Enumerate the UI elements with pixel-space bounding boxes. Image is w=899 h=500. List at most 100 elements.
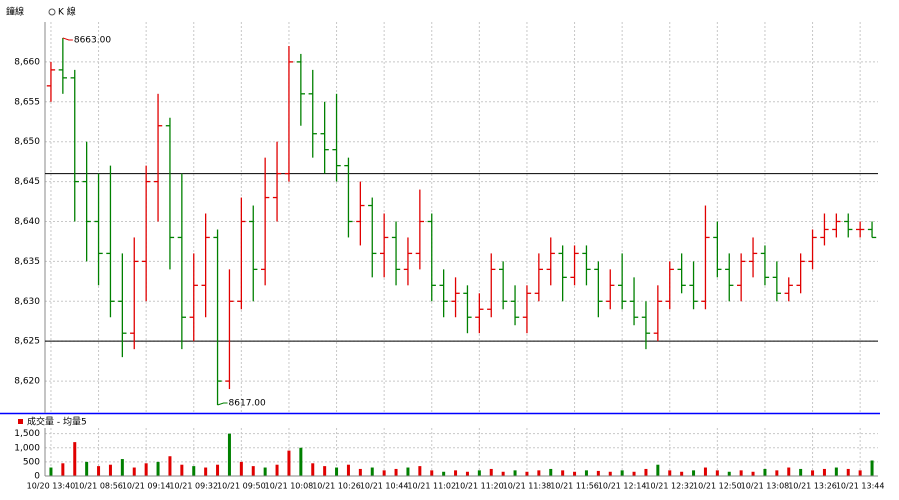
volume-bar bbox=[477, 470, 481, 476]
volume-bar bbox=[156, 461, 160, 476]
volume-bar bbox=[97, 466, 101, 476]
volume-bar bbox=[144, 463, 148, 476]
volume-bar bbox=[644, 468, 648, 476]
x-tick-label: 10/21 08:56 bbox=[74, 482, 123, 491]
volume-bar bbox=[287, 450, 291, 476]
x-tick-label: 10/21 10:08 bbox=[265, 482, 314, 491]
volume-bar bbox=[680, 471, 684, 476]
volume-bar bbox=[299, 447, 303, 476]
volume-bar bbox=[49, 467, 53, 476]
volume-bar bbox=[394, 468, 398, 476]
volume-bar bbox=[382, 470, 386, 476]
volume-bar bbox=[251, 466, 255, 476]
volume-bar bbox=[335, 467, 339, 476]
volume-bar bbox=[775, 470, 779, 476]
volume-bar bbox=[620, 470, 624, 476]
volume-bar bbox=[180, 464, 184, 476]
volume-bar bbox=[596, 470, 600, 476]
volume-bar bbox=[430, 470, 434, 476]
price-legend: K 線 bbox=[58, 6, 76, 18]
x-tick-label: 10/21 12:50 bbox=[693, 482, 742, 491]
x-tick-label: 10/21 13:44 bbox=[836, 482, 885, 491]
volume-bar bbox=[727, 471, 731, 476]
volume-bar bbox=[73, 442, 77, 476]
annotation-leader bbox=[62, 37, 73, 41]
volume-bar bbox=[703, 467, 707, 476]
x-tick-label: 10/21 13:08 bbox=[741, 482, 790, 491]
annotation: 8663.00 bbox=[74, 35, 111, 45]
volume-bar bbox=[275, 464, 279, 476]
x-tick-label: 10/21 11:02 bbox=[407, 482, 456, 491]
volume-bar bbox=[406, 467, 410, 476]
y-tick-label: 8,655 bbox=[14, 97, 40, 107]
volume-bar bbox=[204, 467, 208, 476]
y-tick-label: 8,645 bbox=[14, 177, 40, 187]
volume-bar bbox=[858, 470, 862, 476]
x-tick-label: 10/21 09:32 bbox=[169, 482, 218, 491]
volume-bar bbox=[870, 460, 874, 476]
volume-legend: 成交量 - 均量5 bbox=[27, 416, 87, 428]
volume-bar bbox=[85, 461, 89, 476]
y-tick-label: 8,660 bbox=[14, 57, 40, 67]
volume-bar bbox=[739, 470, 743, 476]
volume-bar bbox=[751, 471, 755, 476]
x-tick-label: 10/21 12:14 bbox=[598, 482, 647, 491]
volume-bar bbox=[168, 456, 172, 476]
volume-bar bbox=[454, 470, 458, 476]
volume-bar bbox=[608, 471, 612, 476]
volume-bar bbox=[132, 467, 136, 476]
volume-bar bbox=[370, 467, 374, 476]
volume-bar bbox=[61, 463, 65, 476]
volume-bar bbox=[323, 466, 327, 476]
volume-bar bbox=[216, 464, 220, 476]
volume-legend-icon bbox=[18, 419, 23, 424]
volume-bar bbox=[239, 461, 243, 476]
volume-bar bbox=[346, 464, 350, 476]
x-tick-label: 10/20 13:40 bbox=[27, 482, 76, 491]
y-tick-label: 8,630 bbox=[14, 297, 40, 307]
volume-bar bbox=[537, 470, 541, 476]
y-tick-label: 500 bbox=[23, 457, 40, 467]
y-tick-label: 0 bbox=[34, 472, 40, 482]
volume-bar bbox=[311, 463, 315, 476]
volume-bar bbox=[811, 470, 815, 476]
x-tick-label: 10/21 12:32 bbox=[645, 482, 694, 491]
volume-bar bbox=[108, 464, 112, 476]
annotation: 8617.00 bbox=[229, 399, 266, 409]
x-tick-label: 10/21 09:14 bbox=[122, 482, 171, 491]
volume-bar bbox=[465, 471, 469, 476]
y-tick-label: 8,650 bbox=[14, 137, 40, 147]
annotation-leader bbox=[217, 402, 228, 406]
x-tick-label: 10/21 11:20 bbox=[455, 482, 504, 491]
volume-bar bbox=[668, 470, 672, 476]
legend-icon bbox=[48, 8, 56, 16]
volume-bar bbox=[584, 470, 588, 476]
volume-bar bbox=[120, 459, 124, 476]
x-tick-label: 10/21 09:50 bbox=[217, 482, 266, 491]
volume-bar bbox=[632, 471, 636, 476]
y-tick-label: 8,620 bbox=[14, 377, 40, 387]
volume-bar bbox=[846, 468, 850, 476]
volume-bar bbox=[561, 470, 565, 476]
volume-bar bbox=[573, 471, 577, 476]
volume-bar bbox=[418, 466, 422, 476]
volume-bar bbox=[263, 467, 267, 476]
volume-bar bbox=[513, 470, 517, 476]
x-tick-label: 10/21 11:56 bbox=[550, 482, 599, 491]
volume-bar bbox=[692, 470, 696, 476]
volume-bar bbox=[822, 468, 826, 476]
x-tick-label: 10/21 11:38 bbox=[503, 482, 552, 491]
volume-bar bbox=[549, 468, 553, 476]
volume-bar bbox=[763, 468, 767, 476]
volume-bar bbox=[799, 468, 803, 476]
price-legend: 鐘線 bbox=[6, 6, 24, 18]
y-tick-label: 8,635 bbox=[14, 257, 40, 267]
volume-bar bbox=[192, 466, 196, 476]
x-tick-label: 10/21 10:26 bbox=[312, 482, 361, 491]
volume-bar bbox=[715, 470, 719, 476]
volume-bar bbox=[227, 433, 231, 476]
volume-bar bbox=[834, 467, 838, 476]
volume-bar bbox=[501, 471, 505, 476]
